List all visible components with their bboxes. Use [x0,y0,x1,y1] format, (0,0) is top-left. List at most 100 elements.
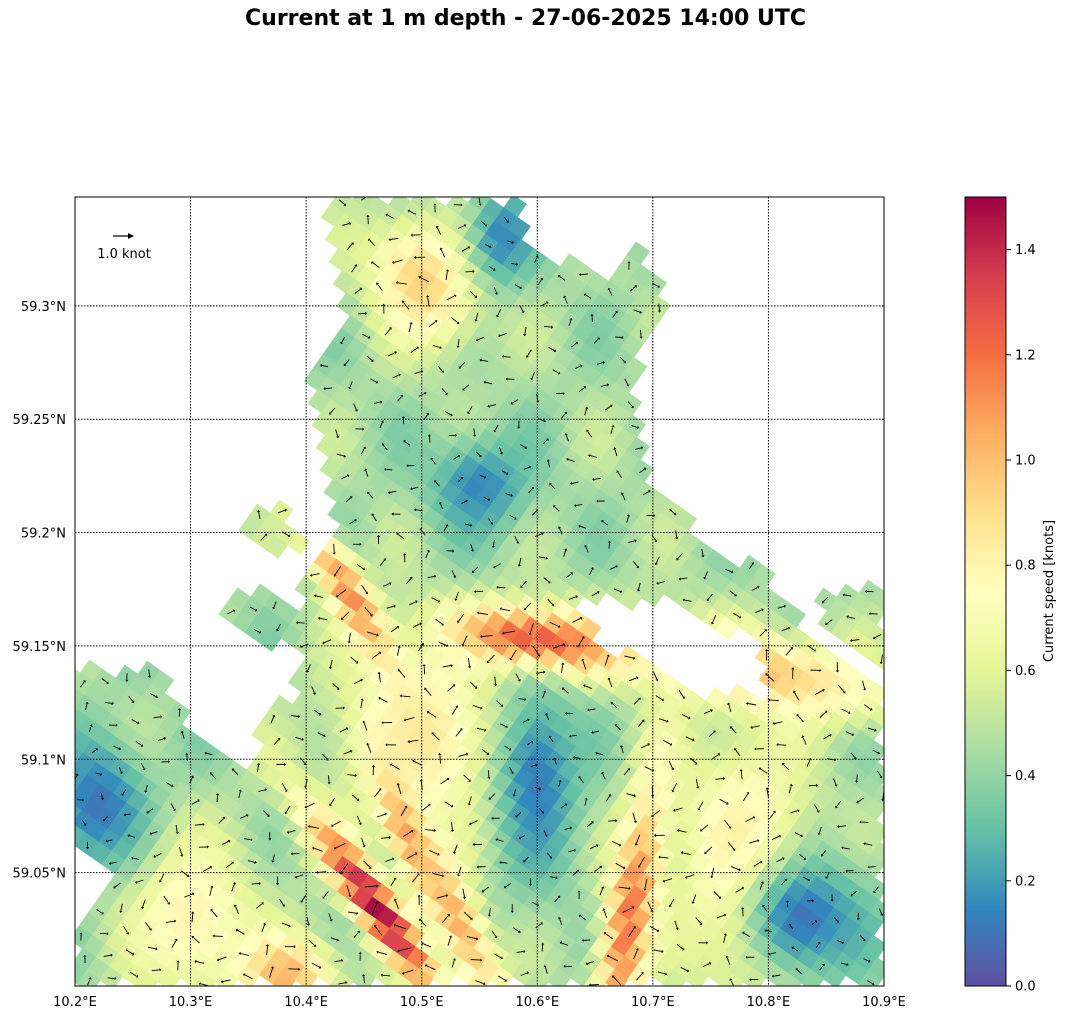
current-vector [222,979,231,983]
current-vector-head [416,346,419,350]
current-vector-head [306,923,311,926]
current-vector [621,746,624,754]
current-vector [385,468,393,471]
current-speed-map [49,197,884,986]
current-vector-head [859,820,862,824]
current-vector-head [263,922,267,926]
current-vector-head [191,935,195,939]
current-vector [96,909,103,914]
current-vector [179,847,183,855]
current-vector-head [322,641,325,645]
current-vector-head [424,392,427,395]
current-vector-head [822,600,825,604]
current-vector [586,822,593,828]
current-vector-head [191,892,195,896]
current-vector [832,778,837,785]
current-vector-head [761,608,764,612]
current-vector [524,602,532,610]
current-vector-head [549,482,552,486]
current-vector [483,496,489,500]
current-vector [763,906,768,912]
current-vector [196,961,205,964]
current-vector-head [155,695,158,698]
current-vector-head [517,426,521,429]
current-vector [682,852,691,855]
current-vector-head [135,974,139,978]
current-vector [692,894,697,903]
current-vector-head [416,873,420,876]
current-vector-head [549,856,552,859]
current-vector-head [776,743,779,747]
current-vector-head [682,696,685,699]
current-vector-head [314,594,317,598]
current-vector [308,939,315,946]
current-vector [191,913,194,923]
current-vector [494,676,496,685]
current-vector [470,820,478,825]
speed-cell [49,814,73,838]
current-vector [378,673,381,683]
current-vector-head [762,904,765,908]
current-vector [560,413,566,419]
current-vector-head [417,894,421,897]
current-vector [363,860,371,868]
current-vector-head [841,846,844,850]
current-vector-head [371,359,374,362]
current-vector-head [257,510,261,513]
current-vector [628,540,635,544]
speed-cell [662,970,687,986]
current-vector [865,843,873,846]
current-vector-head [606,954,610,958]
current-vector-head [140,744,144,747]
current-vector-head [468,666,472,669]
current-vector-head [287,534,291,538]
current-vector-head [415,600,418,604]
current-vector-head [754,747,757,751]
current-vector-head [290,852,293,856]
current-vector [411,874,419,883]
current-vector-head [530,740,534,744]
current-vector [821,849,827,856]
current-vector [468,406,473,413]
current-vector-head [399,694,402,698]
current-vector [781,880,786,886]
current-vector-head [821,853,824,857]
current-vector [755,609,763,614]
current-vector-head [738,868,741,872]
current-vector-head [634,539,637,543]
current-vector [462,635,468,645]
current-vector-head [309,573,313,577]
latitude-tick-label: 59.25°N [13,413,66,428]
current-vector [494,424,499,431]
longitude-tick-label: 10.3°E [169,995,213,1010]
current-vector-head [562,392,565,396]
current-vector-head [558,916,562,920]
current-vector-head [371,261,374,264]
current-vector-head [439,501,442,505]
current-vector [504,745,510,750]
current-vector-head [354,409,358,412]
current-vector-head [553,349,557,353]
current-vector-head [172,808,176,812]
current-vector-head [638,697,641,701]
current-vector [361,584,368,593]
current-vector-head [614,724,618,727]
quiver-key: 1.0 knot [97,233,151,262]
current-vector [513,789,516,795]
current-vector [372,262,380,268]
current-vector-head [583,684,586,688]
current-vector [843,847,850,850]
current-vector [792,947,798,952]
current-vector [390,879,396,886]
current-vector-head [271,860,275,863]
current-vector-head [313,944,317,947]
current-vector [386,214,394,219]
current-vector-head [553,757,557,760]
current-vector [565,434,569,442]
current-vector [342,223,350,226]
current-vector [409,601,417,606]
current-vector-head [345,727,349,731]
current-vector [426,965,436,971]
current-vector [514,284,521,288]
current-vector-head [318,712,322,716]
